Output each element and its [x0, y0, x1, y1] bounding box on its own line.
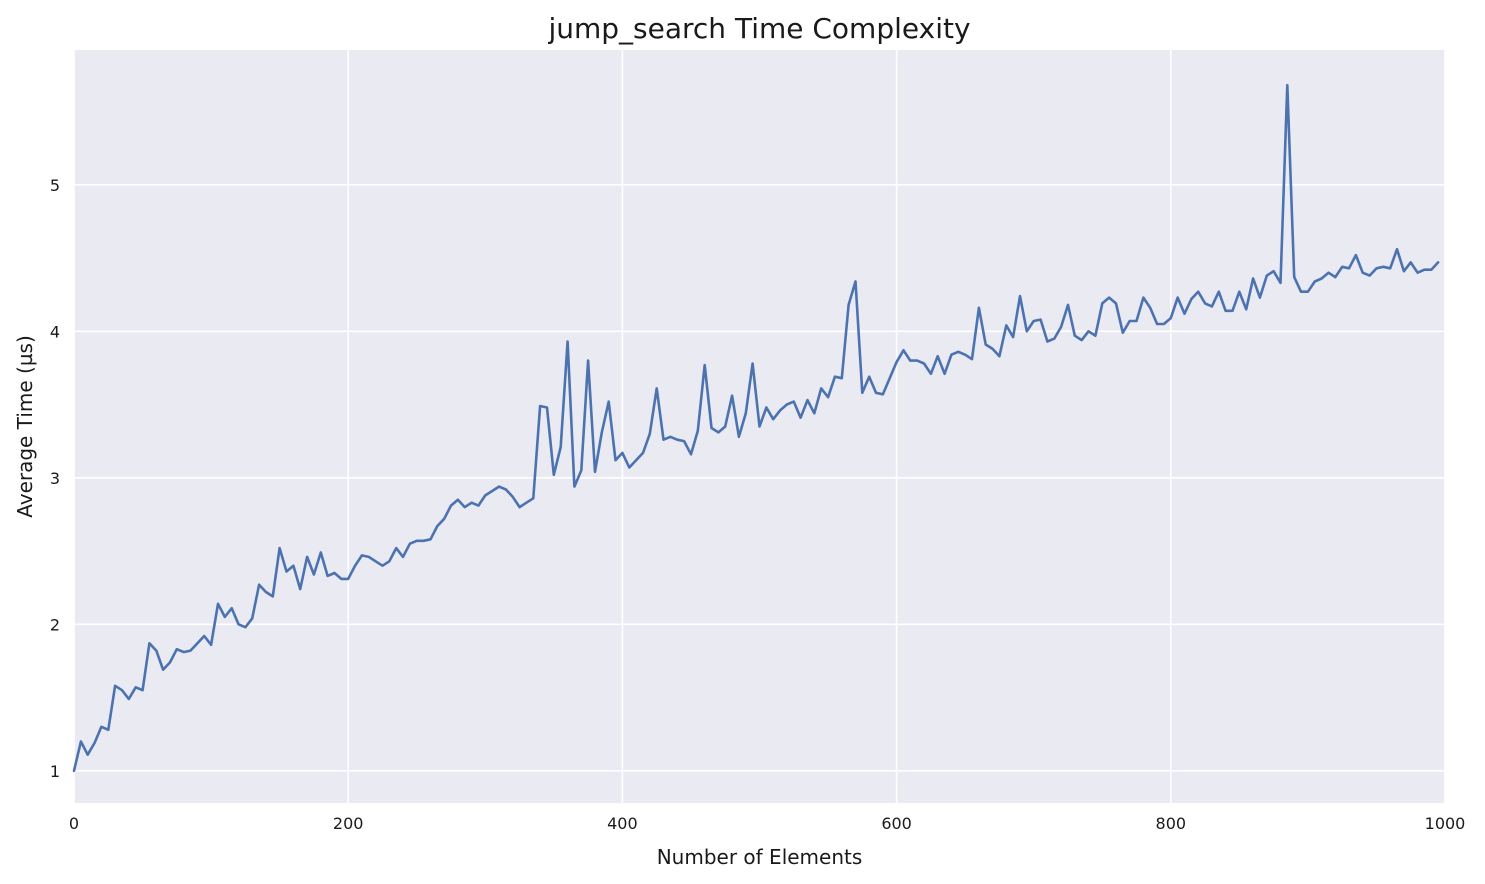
y-tick-label: 2: [50, 615, 60, 634]
x-axis-ticks: 0 200 400 600 800 1000: [69, 814, 1465, 833]
y-axis-label: Average Time (µs): [13, 335, 37, 518]
chart-title: jump_search Time Complexity: [547, 12, 970, 45]
y-axis-ticks: 1 2 3 4 5: [50, 176, 60, 781]
series-line: [72, 83, 1440, 773]
x-tick-label: 200: [333, 814, 364, 833]
gridlines: [73, 50, 1446, 803]
x-tick-label: 0: [69, 814, 79, 833]
x-tick-label: 400: [607, 814, 638, 833]
x-axis-label: Number of Elements: [657, 845, 863, 869]
x-tick-label: 800: [1156, 814, 1187, 833]
x-tick-label: 1000: [1425, 814, 1466, 833]
x-tick-label: 600: [881, 814, 912, 833]
y-tick-label: 3: [50, 469, 60, 488]
series-layer: [72, 83, 1440, 773]
y-tick-label: 5: [50, 176, 60, 195]
y-tick-label: 4: [50, 322, 60, 341]
y-tick-label: 1: [50, 762, 60, 781]
